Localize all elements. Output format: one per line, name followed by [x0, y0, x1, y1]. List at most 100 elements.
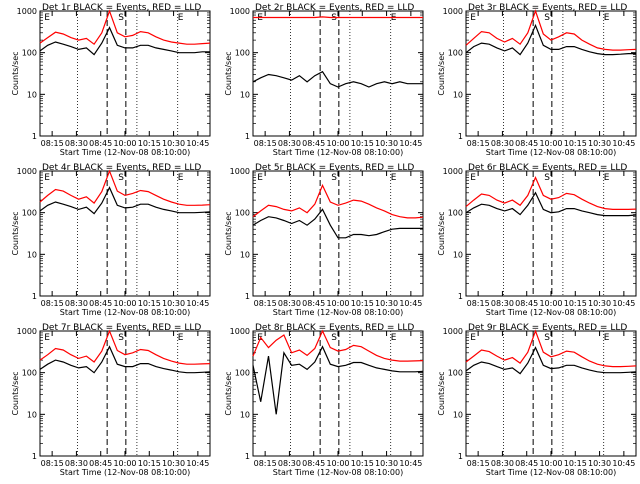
y-tick-label: 10: [27, 250, 37, 259]
x-tick-label: 08:15: [41, 299, 64, 308]
x-tick-label: 10:30: [375, 139, 398, 148]
series-line: [39, 329, 211, 365]
y-tick-label: 100: [22, 369, 37, 378]
y-tick-label: 10: [27, 410, 37, 419]
x-tick-label: 08:45: [515, 139, 538, 148]
marker-label: E: [470, 173, 476, 183]
plot-frame: [252, 10, 424, 137]
y-tick-label: 10: [453, 90, 463, 99]
y-tick-label: 100: [235, 209, 250, 218]
x-tick-label: 10:30: [162, 299, 185, 308]
y-tick-label: 1000: [443, 327, 463, 336]
x-tick-label: 08:45: [89, 459, 112, 468]
y-tick-label: 100: [448, 369, 463, 378]
y-tick-label: 1: [32, 452, 37, 461]
y-tick-label: 100: [235, 369, 250, 378]
marker-label: E: [470, 13, 476, 23]
x-tick-label: 08:30: [278, 459, 301, 468]
x-tick-label: 08:45: [302, 139, 325, 148]
plot-frame: [252, 170, 424, 297]
x-tick-label: 10:45: [612, 139, 635, 148]
x-tick-label: 08:30: [491, 139, 514, 148]
y-tick-label: 100: [22, 209, 37, 218]
y-tick-label: 1: [458, 292, 463, 301]
marker-label: E: [44, 333, 50, 343]
x-tick-label: 10:15: [138, 459, 161, 468]
panel-title: Det 6r BLACK = Events, RED = LLD: [468, 163, 627, 173]
x-tick-label: 10:15: [564, 459, 587, 468]
y-axis-label: Counts/sec: [437, 51, 446, 95]
y-tick-label: 1000: [17, 167, 37, 176]
x-tick-label: 10:30: [588, 299, 611, 308]
x-tick-label: 10:00: [326, 299, 349, 308]
marker-label: S: [118, 333, 124, 343]
x-axis-label: Start Time (12-Nov-08 08:10:00): [273, 308, 403, 317]
x-tick-label: 10:00: [326, 459, 349, 468]
y-axis-label: Counts/sec: [224, 371, 233, 415]
x-tick-label: 10:45: [186, 139, 209, 148]
series-line: [39, 345, 211, 374]
marker-label: S: [118, 173, 124, 183]
x-axis-label: Start Time (12-Nov-08 08:10:00): [486, 468, 616, 477]
x-tick-label: 10:30: [162, 459, 185, 468]
y-tick-label: 10: [240, 410, 250, 419]
x-axis-label: Start Time (12-Nov-08 08:10:00): [60, 308, 190, 317]
x-tick-label: 10:00: [113, 299, 136, 308]
panel-title: Det 4r BLACK = Events, RED = LLD: [42, 163, 201, 173]
x-tick-label: 10:30: [375, 299, 398, 308]
series-line: [252, 70, 423, 88]
x-tick-label: 08:15: [467, 299, 490, 308]
x-tick-label: 08:45: [89, 299, 112, 308]
panel-title: Det 2r BLACK = Events, RED = LLD: [255, 3, 414, 13]
x-tick-label: 10:30: [375, 459, 398, 468]
y-tick-label: 1: [245, 132, 250, 141]
marker-label: S: [544, 13, 550, 23]
series-line: [252, 183, 424, 219]
x-tick-label: 08:30: [278, 139, 301, 148]
x-tick-label: 10:00: [539, 299, 562, 308]
y-tick-label: 10: [240, 90, 250, 99]
x-tick-label: 08:30: [65, 139, 88, 148]
x-tick-label: 10:45: [399, 459, 422, 468]
y-axis-label: Counts/sec: [437, 371, 446, 415]
x-tick-label: 10:15: [351, 459, 374, 468]
y-tick-label: 10: [453, 410, 463, 419]
x-tick-label: 10:30: [162, 139, 185, 148]
x-tick-label: 10:15: [138, 139, 161, 148]
y-tick-label: 1000: [230, 7, 250, 16]
x-axis-label: Start Time (12-Nov-08 08:10:00): [273, 148, 403, 157]
x-axis-label: Start Time (12-Nov-08 08:10:00): [60, 468, 190, 477]
y-tick-label: 1: [245, 452, 250, 461]
panel-title: Det 8r BLACK = Events, RED = LLD: [255, 323, 414, 333]
series-line: [465, 175, 637, 210]
y-axis-label: Counts/sec: [224, 51, 233, 95]
x-tick-label: 10:00: [113, 459, 136, 468]
y-tick-label: 1: [245, 292, 250, 301]
x-tick-label: 08:15: [254, 459, 277, 468]
marker-label: E: [604, 333, 610, 343]
series-line: [465, 191, 637, 217]
x-axis-label: Start Time (12-Nov-08 08:10:00): [273, 468, 403, 477]
x-tick-label: 08:15: [41, 459, 64, 468]
x-tick-label: 10:45: [612, 299, 635, 308]
marker-label: E: [178, 13, 184, 23]
x-axis-label: Start Time (12-Nov-08 08:10:00): [486, 308, 616, 317]
x-tick-label: 08:30: [491, 299, 514, 308]
marker-label: S: [118, 13, 124, 23]
x-tick-label: 10:30: [588, 139, 611, 148]
panel-title: Det 7r BLACK = Events, RED = LLD: [42, 323, 201, 333]
marker-label: E: [470, 333, 476, 343]
x-tick-label: 08:45: [302, 299, 325, 308]
x-tick-label: 10:15: [138, 299, 161, 308]
y-tick-label: 1: [32, 132, 37, 141]
x-tick-label: 10:00: [539, 459, 562, 468]
y-tick-label: 1: [458, 132, 463, 141]
marker-label: E: [178, 173, 184, 183]
